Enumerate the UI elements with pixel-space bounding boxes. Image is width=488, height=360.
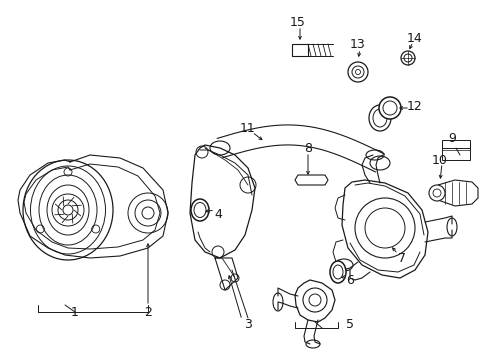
Text: 2: 2 xyxy=(144,306,152,319)
Text: 11: 11 xyxy=(240,122,255,135)
Polygon shape xyxy=(190,145,254,258)
Text: 5: 5 xyxy=(346,319,353,332)
Text: 12: 12 xyxy=(407,100,422,113)
Text: 13: 13 xyxy=(349,39,365,51)
Ellipse shape xyxy=(400,51,414,65)
Text: 10: 10 xyxy=(431,153,447,166)
Bar xyxy=(291,44,307,56)
Text: 3: 3 xyxy=(244,319,251,332)
Text: 6: 6 xyxy=(346,274,353,287)
Ellipse shape xyxy=(378,97,400,119)
Text: 4: 4 xyxy=(214,208,222,221)
Ellipse shape xyxy=(191,199,208,221)
Text: 9: 9 xyxy=(447,131,455,144)
Text: 8: 8 xyxy=(304,141,311,154)
Circle shape xyxy=(303,288,326,312)
Polygon shape xyxy=(294,280,334,322)
Text: 7: 7 xyxy=(397,252,405,265)
Polygon shape xyxy=(437,180,477,206)
Circle shape xyxy=(428,185,444,201)
Ellipse shape xyxy=(368,105,390,131)
Ellipse shape xyxy=(329,261,346,283)
Bar xyxy=(441,140,469,160)
Ellipse shape xyxy=(347,62,367,82)
Ellipse shape xyxy=(23,160,113,260)
Polygon shape xyxy=(294,175,327,185)
Text: 15: 15 xyxy=(289,15,305,28)
Text: 1: 1 xyxy=(71,306,79,319)
Text: 14: 14 xyxy=(407,31,422,45)
Circle shape xyxy=(354,198,414,258)
Polygon shape xyxy=(341,180,427,278)
